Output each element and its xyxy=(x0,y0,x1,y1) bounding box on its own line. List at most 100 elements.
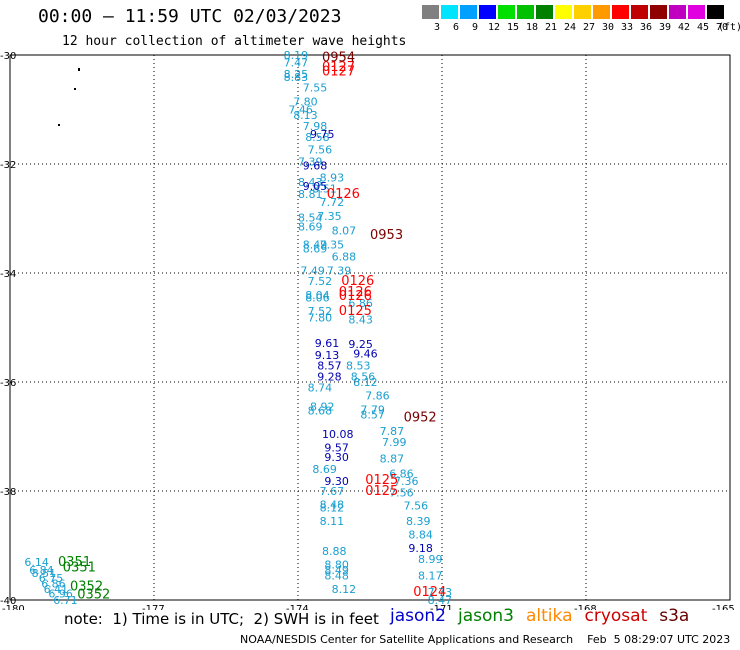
colorbar-label: 36 xyxy=(639,22,653,33)
satellite-legend: jason2 jason3 altika cryosat s3a xyxy=(390,606,701,626)
wave-height-label: 9.25 xyxy=(348,338,373,351)
time-label: 0126 xyxy=(339,285,372,300)
wave-height-label: 9.18 xyxy=(408,542,433,555)
wave-height-label: 8.51 xyxy=(312,183,337,196)
time-label: 0352 xyxy=(77,588,110,603)
wave-height-label: 8.57 xyxy=(360,409,385,422)
x-tick-label: -168 xyxy=(574,604,597,610)
wave-height-label: 7.55 xyxy=(303,82,328,95)
y-tick-label: -36 xyxy=(0,378,16,389)
wave-height-label: 8.13 xyxy=(293,109,318,122)
wave-height-label: 8.11 xyxy=(320,515,345,528)
y-tick-label: -34 xyxy=(0,269,16,280)
wave-height-label: 6.14 xyxy=(24,556,49,569)
plot-frame xyxy=(9,54,731,601)
colorbar-label: 6 xyxy=(452,22,460,33)
legend-cryosat: cryosat xyxy=(584,606,648,626)
time-label: 0126 xyxy=(341,274,374,289)
wave-height-label: 10.08 xyxy=(322,428,354,441)
wave-height-label: 9.75 xyxy=(310,128,335,141)
time-label: 0953 xyxy=(370,228,403,243)
time-label: 0126 xyxy=(339,289,372,304)
wave-height-label: 7.98 xyxy=(303,120,328,133)
colorbar-swatch xyxy=(612,5,629,19)
wave-height-label: 8.69 xyxy=(303,242,328,255)
grid-layer xyxy=(10,55,730,600)
colorbar-swatch xyxy=(574,5,591,19)
islands xyxy=(58,68,80,126)
colorbar-label: 3 xyxy=(433,22,441,33)
wave-height-label: 8.53 xyxy=(346,360,371,373)
colorbar-label: 27 xyxy=(582,22,596,33)
wave-height-label: 6.75 xyxy=(39,572,64,585)
wave-height-label: 9.13 xyxy=(315,349,340,362)
wave-height-label: 8.06 xyxy=(305,292,330,305)
wave-height-label: 8.48 xyxy=(320,499,345,512)
time-label: 0954 xyxy=(322,51,355,66)
wave-height-label: 7.56 xyxy=(308,143,333,156)
legend-jason3: jason3 xyxy=(458,606,514,626)
wave-height-label: 7.49 xyxy=(300,264,325,277)
wave-height-label: 7.39 xyxy=(327,264,352,277)
wave-height-label: 8.57 xyxy=(317,360,342,373)
wave-height-label: 7.52 xyxy=(308,305,333,318)
wave-height-label: 7.52 xyxy=(308,275,333,288)
time-label: 0351 xyxy=(58,555,91,570)
marks-layer: 8.197.478.258.837.557.807.468.137.988.58… xyxy=(24,49,452,607)
colorbar-swatch xyxy=(593,5,610,19)
wave-height-label: 7.56 xyxy=(404,500,429,513)
time-label: 0124 xyxy=(413,585,446,600)
colorbar-label: 45 xyxy=(696,22,710,33)
colorbar-swatch xyxy=(555,5,572,19)
time-label: 0126 xyxy=(327,187,360,202)
colorbar-swatch xyxy=(460,5,477,19)
wave-height-label: 8.07 xyxy=(332,224,357,237)
x-tick-label: -177 xyxy=(142,604,165,610)
wave-height-label: 7.35 xyxy=(317,210,342,223)
colorbar-label: 30 xyxy=(601,22,615,33)
wave-height-label: 7.80 xyxy=(293,95,318,108)
colorbar-swatch xyxy=(631,5,648,19)
colorbar-label: 12 xyxy=(487,22,501,33)
wave-height-label: 7.99 xyxy=(382,436,407,449)
wave-height-label: 9.28 xyxy=(317,371,342,384)
wave-height-label: 8.74 xyxy=(308,381,333,394)
wave-height-label: 8.19 xyxy=(284,49,309,62)
wave-height-label: 6.86 xyxy=(348,297,373,310)
wave-height-label: 8.12 xyxy=(353,376,378,389)
wave-height-label: 7.79 xyxy=(360,403,385,416)
colorbar-swatch xyxy=(669,5,686,19)
wave-height-label: 8.56 xyxy=(351,371,376,384)
island-mark xyxy=(78,68,80,71)
map-subtitle: 12 hour collection of altimeter wave hei… xyxy=(62,34,407,49)
wave-height-label: 8.49 xyxy=(303,239,328,252)
wave-height-label: 8.43 xyxy=(298,176,323,189)
wave-height-label: 8.25 xyxy=(284,68,309,81)
wave-height-label: 8.88 xyxy=(322,545,347,558)
credit-line: NOAA/NESDIS Center for Satellite Applica… xyxy=(240,633,731,646)
time-label: 0127 xyxy=(322,60,355,75)
time-label: 0125 xyxy=(339,304,372,319)
colorbar-label: 33 xyxy=(620,22,634,33)
colorbar-label: 21 xyxy=(544,22,558,33)
wave-height-label: 7.56 xyxy=(389,487,414,500)
colorbar-swatch xyxy=(517,5,534,19)
colorbar-swatch xyxy=(688,5,705,19)
colorbar-label: 24 xyxy=(563,22,577,33)
wave-height-label: 8.84 xyxy=(408,529,433,542)
wave-height-label: 6.96 xyxy=(48,587,73,600)
wave-height-label: 9.05 xyxy=(303,180,328,193)
colorbar-label: 15 xyxy=(506,22,520,33)
colorbar-label: 9 xyxy=(471,22,479,33)
legend-s3a: s3a xyxy=(659,606,690,626)
colorbar-swatch xyxy=(479,5,496,19)
map-title: 00:00 – 11:59 UTC 02/03/2023 xyxy=(38,6,342,27)
colorbar-label: 42 xyxy=(677,22,691,33)
wave-height-label: 9.30 xyxy=(324,451,349,464)
colorbar-swatch xyxy=(422,5,439,19)
wave-height-label: 8.17 xyxy=(418,569,443,582)
wave-height-label: 8.49 xyxy=(324,564,349,577)
x-tick-label: -165 xyxy=(712,604,735,610)
wave-height-label: 9.57 xyxy=(324,441,349,454)
time-label: 0352 xyxy=(70,579,103,594)
